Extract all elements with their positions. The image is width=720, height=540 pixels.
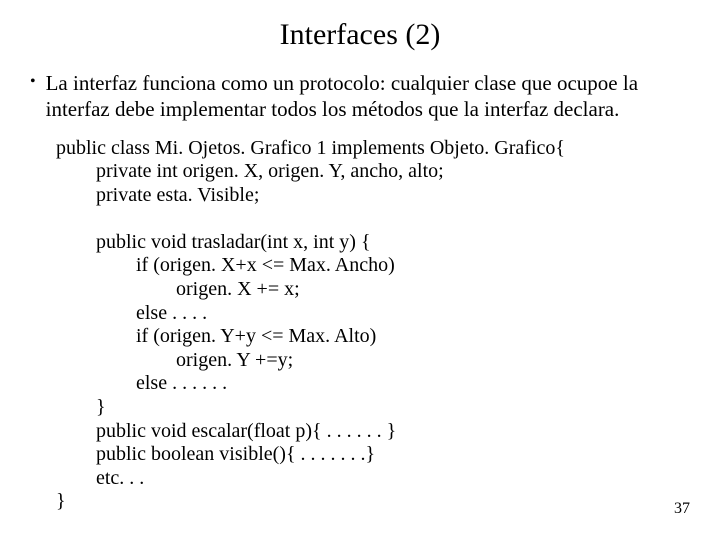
code-line: origen. X += x; — [176, 278, 692, 302]
code-line: public boolean visible(){ . . . . . . .} — [96, 443, 692, 467]
code-block: public class Mi. Ojetos. Grafico 1 imple… — [56, 137, 692, 515]
code-line: private int origen. X, origen. Y, ancho,… — [96, 160, 692, 184]
slide-title: Interfaces (2) — [28, 18, 692, 52]
bullet-item: • La interfaz funciona como un protocolo… — [28, 70, 692, 123]
code-line: private esta. Visible; — [96, 184, 692, 208]
code-line: else . . . . . . — [136, 372, 692, 396]
code-line: etc. . . — [96, 467, 692, 491]
bullet-text: La interfaz funciona como un protocolo: … — [46, 70, 692, 123]
code-line: } — [56, 490, 692, 514]
code-line: public void escalar(float p){ . . . . . … — [96, 420, 692, 444]
code-line: if (origen. X+x <= Max. Ancho) — [136, 254, 692, 278]
page-number: 37 — [674, 500, 690, 518]
code-line: } — [96, 396, 692, 420]
code-blank — [56, 207, 692, 231]
code-line: public class Mi. Ojetos. Grafico 1 imple… — [56, 137, 692, 161]
code-line: public void trasladar(int x, int y) { — [96, 231, 692, 255]
code-line: else . . . . — [136, 302, 692, 326]
code-line: origen. Y +=y; — [176, 349, 692, 373]
code-line: if (origen. Y+y <= Max. Alto) — [136, 325, 692, 349]
bullet-marker: • — [30, 70, 36, 94]
